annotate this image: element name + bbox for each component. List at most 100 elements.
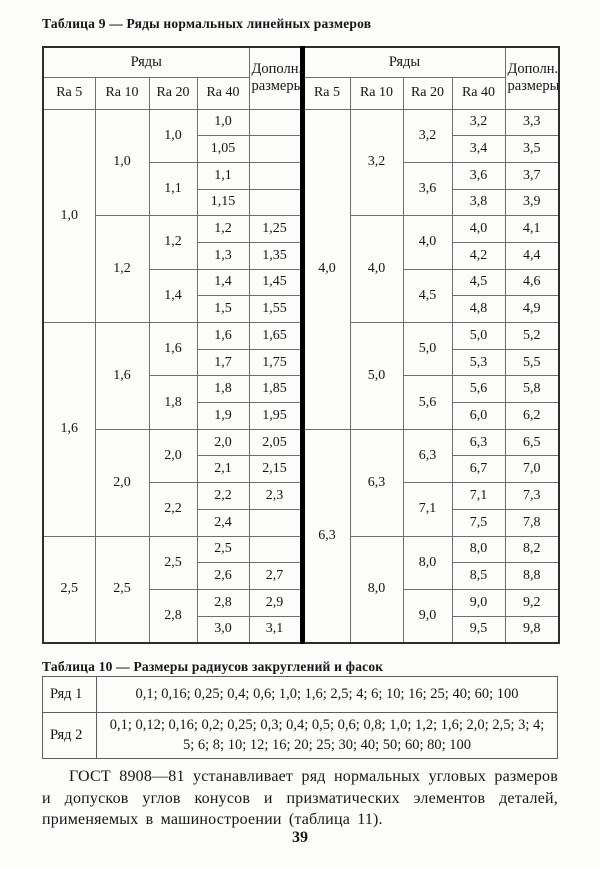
cell-ra10-right: 5,0 [349, 322, 404, 430]
table-row: 1,15 3,8 3,9 [43, 188, 560, 217]
cell-ra20-left: 1,4 [148, 268, 198, 324]
page-number: 39 [292, 829, 308, 846]
cell-dopoln-right: 3,3 [504, 108, 560, 137]
table-row: 1,05 3,4 3,5 [43, 135, 560, 163]
table10-caption: Таблица 10 — Размеры радиусов закруглени… [42, 659, 384, 674]
table-row: Ряд 1 0,1; 0,16; 0,25; 0,4; 0,6; 1,0; 1,… [42, 676, 558, 713]
row-label-ryad1: Ряд 1 [42, 676, 97, 713]
col-header-dopoln-right: Дополн. размеры [504, 46, 560, 110]
cell-ra40-left: 1,5 [196, 295, 250, 323]
table-row: Ряд 2 0,1; 0,12; 0,16; 0,2; 0,25; 0,3; 0… [42, 712, 558, 759]
cell-dopoln-right: 5,5 [504, 348, 560, 377]
cell-ra5-right: 4,0 [301, 108, 351, 430]
cell-dopoln-right: 6,2 [504, 402, 560, 430]
cell-dopoln-right: 4,6 [504, 268, 560, 297]
cell-ra10-right: 8,0 [349, 535, 404, 644]
cell-ra40-left: 1,9 [196, 402, 250, 430]
cell-ra40-right: 7,1 [451, 482, 506, 510]
cell-ra40-right: 4,8 [451, 295, 506, 323]
cell-dopoln-left [248, 108, 305, 137]
cell-ra40-left: 1,0 [196, 108, 250, 137]
table-row: 1,3 1,35 4,2 4,4 [43, 241, 560, 270]
cell-ra40-right: 5,6 [451, 375, 506, 404]
cell-ra20-left: 2,2 [148, 482, 198, 537]
cell-ra40-left: 2,2 [196, 482, 250, 510]
table10-radii-chamfers: Ряд 1 0,1; 0,16; 0,25; 0,4; 0,6; 1,0; 1,… [42, 676, 558, 759]
cell-dopoln-right: 3,7 [504, 161, 560, 190]
cell-ra40-left: 1,2 [196, 215, 250, 243]
table9-caption: Таблица 9 — Ряды нормальных линейных раз… [42, 16, 372, 31]
col-header-ra20-right: Ra 20 [402, 76, 453, 110]
cell-dopoln-left [248, 188, 305, 217]
cell-ra20-left: 1,2 [148, 215, 198, 270]
cell-dopoln-left: 2,15 [248, 455, 305, 484]
col-header-dopoln-left: Дополн. размеры [248, 46, 305, 110]
cell-ra40-left: 3,0 [196, 615, 250, 644]
cell-ra20-right: 6,3 [402, 428, 453, 484]
row-label-ryad2: Ряд 2 [42, 712, 97, 759]
cell-dopoln-left: 3,1 [248, 615, 305, 644]
cell-dopoln-right: 4,1 [504, 215, 560, 243]
cell-ra40-left: 2,5 [196, 535, 250, 564]
cell-dopoln-left: 1,55 [248, 295, 305, 323]
cell-ra20-right: 5,6 [402, 375, 453, 430]
cell-dopoln-left [248, 535, 305, 564]
cell-ra40-left: 2,4 [196, 508, 250, 537]
cell-ra20-right: 4,5 [402, 268, 453, 324]
cell-dopoln-right: 4,4 [504, 241, 560, 270]
table-row: 2,4 7,5 7,8 [43, 508, 560, 537]
cell-dopoln-left: 2,7 [248, 562, 305, 590]
cell-dopoln-right: 5,8 [504, 375, 560, 404]
cell-ra40-left: 1,6 [196, 322, 250, 350]
table-row: 1,4 1,4 1,45 4,5 4,5 4,6 [43, 268, 560, 324]
cell-dopoln-right: 6,5 [504, 428, 560, 457]
table-row: 2,8 2,8 2,9 9,0 9,0 9,2 [43, 588, 560, 644]
col-header-ra40-left: Ra 40 [196, 76, 250, 110]
cell-ra20-left: 2,0 [148, 428, 198, 484]
table-row: 2,1 2,15 6,7 7,0 [43, 455, 560, 484]
cell-ra40-left: 2,8 [196, 588, 250, 617]
cell-ra10-left: 1,6 [94, 322, 150, 430]
cell-ra10-left: 1,0 [94, 108, 150, 217]
table-row: 2,6 2,7 8,5 8,8 [43, 562, 560, 590]
gost-paragraph: ГОСТ 8908—81 устанавливает ряд нормальны… [42, 768, 558, 828]
cell-dopoln-left: 2,3 [248, 482, 305, 510]
cell-ra40-left: 1,7 [196, 348, 250, 377]
cell-dopoln-left: 1,75 [248, 348, 305, 377]
cell-ra20-left: 1,6 [148, 321, 198, 377]
cell-ra20-left: 1,8 [148, 375, 198, 430]
row-values-ryad2: 0,1; 0,12; 0,16; 0,2; 0,25; 0,3; 0,4; 0,… [96, 712, 558, 759]
cell-dopoln-right: 3,5 [504, 135, 560, 163]
cell-ra40-right: 6,0 [451, 402, 506, 430]
cell-ra10-right: 4,0 [349, 215, 404, 323]
cell-ra40-right: 4,5 [451, 268, 506, 297]
cell-dopoln-left: 1,35 [248, 241, 305, 270]
cell-ra40-right: 4,0 [451, 215, 506, 243]
cell-ra40-right: 6,7 [451, 455, 506, 484]
cell-ra20-left: 2,8 [148, 588, 198, 644]
col-header-ra10-right: Ra 10 [349, 76, 404, 110]
cell-ra40-right: 8,5 [451, 562, 506, 590]
cell-dopoln-right: 8,8 [504, 562, 560, 590]
cell-ra40-left: 1,1 [196, 161, 250, 190]
cell-ra20-right: 3,6 [402, 161, 453, 217]
cell-ra5-left: 2,5 [42, 535, 96, 644]
cell-ra40-right: 9,5 [451, 615, 506, 644]
table-row: 1,7 1,75 5,3 5,5 [43, 348, 560, 377]
cell-ra20-right: 5,0 [402, 321, 453, 377]
table-row: 1,0 1,0 1,0 1,0 4,0 3,2 3,2 3,2 3,3 [42, 108, 560, 430]
cell-ra40-right: 7,5 [451, 508, 506, 537]
cell-ra40-right: 3,6 [451, 161, 506, 190]
cell-dopoln-right: 7,8 [504, 508, 560, 537]
cell-dopoln-left [248, 161, 305, 190]
col-header-ra10-left: Ra 10 [94, 76, 150, 110]
cell-dopoln-right: 9,2 [504, 588, 560, 617]
cell-ra40-right: 6,3 [451, 428, 506, 457]
table9-body: 1,0 1,0 1,0 1,0 4,0 3,2 3,2 3,2 3,3 1,05 3,4 3,5 1,1… [42, 108, 560, 644]
cell-ra20-right: 7,1 [402, 482, 453, 537]
table-row: 1,6 1,6 1,6 1,6 1,65 5,0 5,0 5,0 5,2 [42, 321, 560, 537]
cell-ra40-right: 3,8 [451, 188, 506, 217]
cell-dopoln-left: 1,45 [248, 268, 305, 297]
cell-ra20-left: 2,5 [148, 535, 198, 590]
